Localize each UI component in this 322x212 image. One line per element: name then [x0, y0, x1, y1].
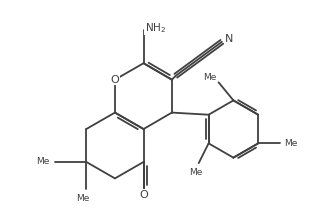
Text: Me: Me: [36, 158, 49, 166]
Text: Me: Me: [189, 168, 202, 177]
Text: O: O: [139, 190, 148, 200]
Text: Me: Me: [284, 139, 298, 148]
Text: Me: Me: [76, 194, 90, 203]
Text: Me: Me: [203, 73, 216, 82]
Text: O: O: [110, 75, 119, 85]
Text: N: N: [225, 34, 233, 44]
Text: NH$_2$: NH$_2$: [145, 21, 166, 35]
